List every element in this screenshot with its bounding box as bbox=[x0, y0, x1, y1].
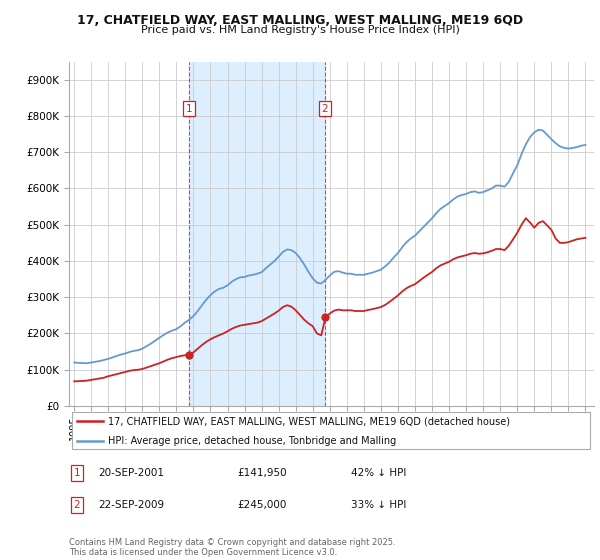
Text: 2: 2 bbox=[73, 500, 80, 510]
Text: 42% ↓ HPI: 42% ↓ HPI bbox=[351, 468, 406, 478]
Text: 1: 1 bbox=[185, 104, 192, 114]
Text: 33% ↓ HPI: 33% ↓ HPI bbox=[351, 500, 406, 510]
Bar bbox=[188, 62, 325, 406]
Text: 17, CHATFIELD WAY, EAST MALLING, WEST MALLING, ME19 6QD: 17, CHATFIELD WAY, EAST MALLING, WEST MA… bbox=[77, 14, 523, 27]
Text: £245,000: £245,000 bbox=[237, 500, 286, 510]
Text: Contains HM Land Registry data © Crown copyright and database right 2025.
This d: Contains HM Land Registry data © Crown c… bbox=[69, 538, 395, 557]
Text: 2: 2 bbox=[322, 104, 328, 114]
FancyBboxPatch shape bbox=[71, 413, 590, 449]
Text: 1: 1 bbox=[73, 468, 80, 478]
Text: HPI: Average price, detached house, Tonbridge and Malling: HPI: Average price, detached house, Tonb… bbox=[109, 436, 397, 446]
Text: 17, CHATFIELD WAY, EAST MALLING, WEST MALLING, ME19 6QD (detached house): 17, CHATFIELD WAY, EAST MALLING, WEST MA… bbox=[109, 417, 511, 426]
Text: £141,950: £141,950 bbox=[237, 468, 287, 478]
Text: 22-SEP-2009: 22-SEP-2009 bbox=[98, 500, 164, 510]
Text: 20-SEP-2001: 20-SEP-2001 bbox=[98, 468, 164, 478]
Text: Price paid vs. HM Land Registry's House Price Index (HPI): Price paid vs. HM Land Registry's House … bbox=[140, 25, 460, 35]
